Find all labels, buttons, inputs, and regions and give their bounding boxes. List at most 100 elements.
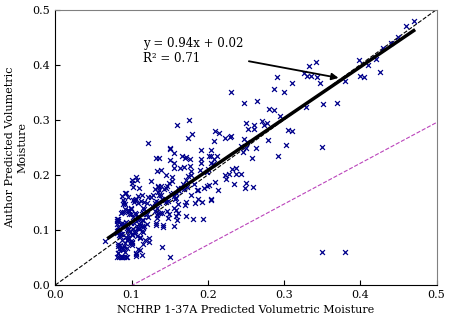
Point bbox=[130, 221, 138, 226]
Point bbox=[156, 211, 164, 216]
Point bbox=[117, 231, 124, 237]
Point bbox=[133, 233, 140, 238]
Point bbox=[141, 224, 148, 229]
Point bbox=[132, 211, 139, 216]
Point bbox=[156, 155, 163, 160]
Point bbox=[304, 73, 311, 78]
Point bbox=[175, 201, 182, 206]
Point bbox=[157, 193, 165, 198]
Point bbox=[166, 145, 174, 150]
Point bbox=[250, 126, 257, 132]
Point bbox=[133, 177, 141, 182]
Point bbox=[189, 216, 196, 221]
Point bbox=[135, 218, 142, 223]
Point bbox=[124, 255, 131, 260]
Point bbox=[265, 106, 272, 111]
Point bbox=[167, 191, 175, 196]
Point bbox=[155, 200, 162, 205]
Point bbox=[243, 120, 250, 126]
Point bbox=[115, 230, 123, 235]
Point bbox=[127, 240, 134, 246]
Point bbox=[124, 207, 132, 213]
Point bbox=[124, 237, 132, 242]
Point bbox=[115, 250, 122, 255]
Point bbox=[169, 178, 176, 183]
Point bbox=[136, 223, 143, 228]
Point bbox=[203, 184, 211, 189]
Point bbox=[203, 169, 211, 175]
Point bbox=[249, 156, 256, 161]
Point bbox=[130, 214, 137, 219]
Point bbox=[319, 102, 327, 107]
Point bbox=[171, 194, 178, 199]
Point bbox=[149, 192, 156, 197]
Point bbox=[307, 73, 314, 78]
Point bbox=[198, 199, 205, 204]
Point bbox=[123, 234, 130, 239]
Point bbox=[120, 243, 127, 248]
Point bbox=[207, 147, 214, 152]
Point bbox=[114, 218, 121, 223]
Point bbox=[241, 186, 249, 191]
Point bbox=[180, 182, 187, 187]
Point bbox=[122, 219, 129, 224]
Point bbox=[170, 161, 177, 166]
Point bbox=[139, 241, 146, 247]
Point bbox=[172, 196, 179, 201]
Point bbox=[226, 134, 234, 140]
Point bbox=[288, 128, 295, 133]
Point bbox=[240, 136, 248, 142]
Point bbox=[143, 212, 151, 217]
Point bbox=[134, 216, 142, 221]
Point bbox=[387, 40, 395, 45]
Point bbox=[162, 172, 170, 178]
Point bbox=[124, 226, 131, 231]
Point bbox=[395, 35, 402, 40]
Point bbox=[133, 250, 140, 255]
Point bbox=[115, 255, 122, 260]
Point bbox=[372, 56, 379, 62]
Point bbox=[152, 209, 159, 214]
Point bbox=[242, 146, 249, 151]
Point bbox=[355, 58, 363, 63]
Point bbox=[238, 143, 245, 148]
Point bbox=[261, 122, 268, 127]
Point bbox=[133, 196, 140, 202]
Point bbox=[130, 184, 137, 189]
Point bbox=[364, 62, 372, 67]
Point bbox=[154, 169, 161, 174]
Point bbox=[317, 81, 324, 86]
Point bbox=[164, 216, 171, 221]
Point bbox=[184, 135, 191, 141]
Point bbox=[174, 123, 181, 128]
Point bbox=[161, 186, 168, 191]
Point bbox=[265, 137, 272, 143]
Point bbox=[155, 199, 162, 204]
Point bbox=[136, 235, 143, 240]
Point bbox=[187, 156, 194, 161]
Point bbox=[124, 195, 132, 200]
Point bbox=[334, 101, 341, 106]
Point bbox=[127, 206, 134, 212]
Point bbox=[197, 167, 204, 172]
Point bbox=[186, 163, 193, 169]
Point bbox=[318, 249, 326, 255]
Point bbox=[115, 243, 122, 248]
Point bbox=[120, 247, 127, 253]
Point bbox=[123, 224, 130, 229]
Point bbox=[128, 238, 135, 243]
Point bbox=[209, 162, 216, 167]
Point bbox=[197, 147, 204, 152]
Point bbox=[305, 63, 313, 68]
Point bbox=[121, 206, 129, 211]
Point bbox=[161, 197, 168, 203]
Point bbox=[114, 229, 121, 234]
Point bbox=[132, 197, 139, 203]
Point bbox=[133, 252, 140, 257]
Point bbox=[139, 218, 147, 223]
Point bbox=[190, 182, 197, 187]
Point bbox=[182, 213, 189, 219]
Point bbox=[141, 207, 148, 212]
Point bbox=[114, 242, 121, 247]
Point bbox=[233, 171, 240, 177]
